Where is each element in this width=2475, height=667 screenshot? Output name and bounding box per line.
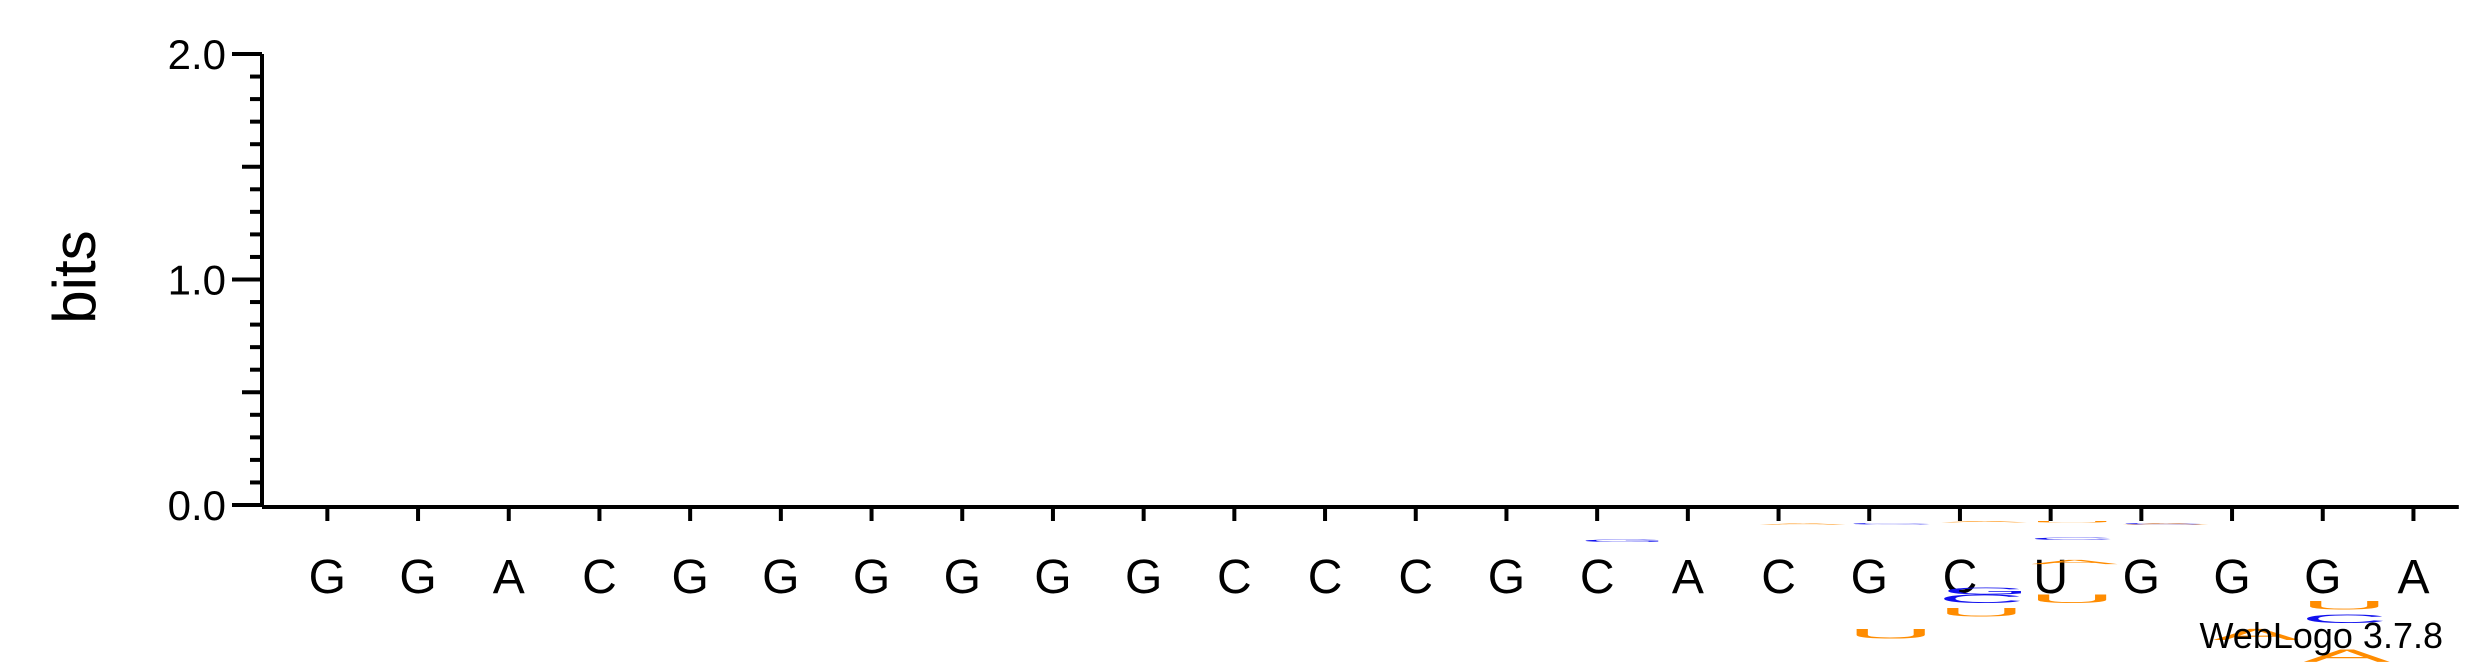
x-tick-label: G: [1488, 551, 1525, 604]
x-tick-label: A: [2397, 551, 2429, 604]
x-tick-label: G: [399, 551, 436, 604]
x-tick-label: C: [1761, 551, 1796, 604]
logo-letter-G: G: [1580, 539, 1667, 543]
x-tick-label: C: [1217, 551, 1252, 604]
logo-letter-U: U: [2301, 599, 2388, 612]
y-tick-label: 2.0: [168, 31, 226, 78]
x-tick-label: G: [309, 551, 346, 604]
logo-letter-C: C: [2029, 536, 2116, 541]
x-tick-label: G: [1851, 551, 1888, 604]
logo-letter-U: U: [2029, 521, 2116, 523]
x-tick-label: G: [2123, 551, 2160, 604]
y-axis: 0.0 1.0 2.0: [168, 31, 262, 529]
logo-letter-A: A: [1759, 523, 1845, 525]
weblogo-credit: WebLogo 3.7.8: [2199, 615, 2443, 656]
y-tick-label: 1.0: [168, 257, 226, 304]
logo-letter-A: A: [2032, 559, 2118, 566]
x-tick-label: A: [1672, 551, 1704, 604]
x-tick-label: G: [762, 551, 799, 604]
x-tick-label: C: [582, 551, 617, 604]
x-tick-label: G: [1034, 551, 1071, 604]
x-tick-label: C: [1398, 551, 1433, 604]
logo-letter-U: U: [2029, 592, 2116, 605]
logo-letter-U: U: [1847, 626, 1934, 642]
logo-letter-G: G: [1943, 585, 2030, 596]
x-tick-label: G: [944, 551, 981, 604]
y-tick-label: 0.0: [168, 482, 226, 529]
x-tick-label: G: [671, 551, 708, 604]
logo-letter-U: U: [1938, 606, 2025, 619]
logo-letter-A: A: [1941, 521, 2027, 523]
x-tick-label: G: [853, 551, 890, 604]
x-tick-label: C: [1308, 551, 1343, 604]
x-tick-label: A: [493, 551, 525, 604]
x-tick-label: G: [2304, 551, 2341, 604]
x-tick-label: G: [2213, 551, 2250, 604]
x-tick-label: G: [1125, 551, 1162, 604]
y-axis-label: bits: [41, 230, 108, 323]
logo-letter-C: C: [1847, 523, 1934, 525]
logo-letter-C: C: [2119, 523, 2206, 525]
x-tick-label: C: [1580, 551, 1615, 604]
